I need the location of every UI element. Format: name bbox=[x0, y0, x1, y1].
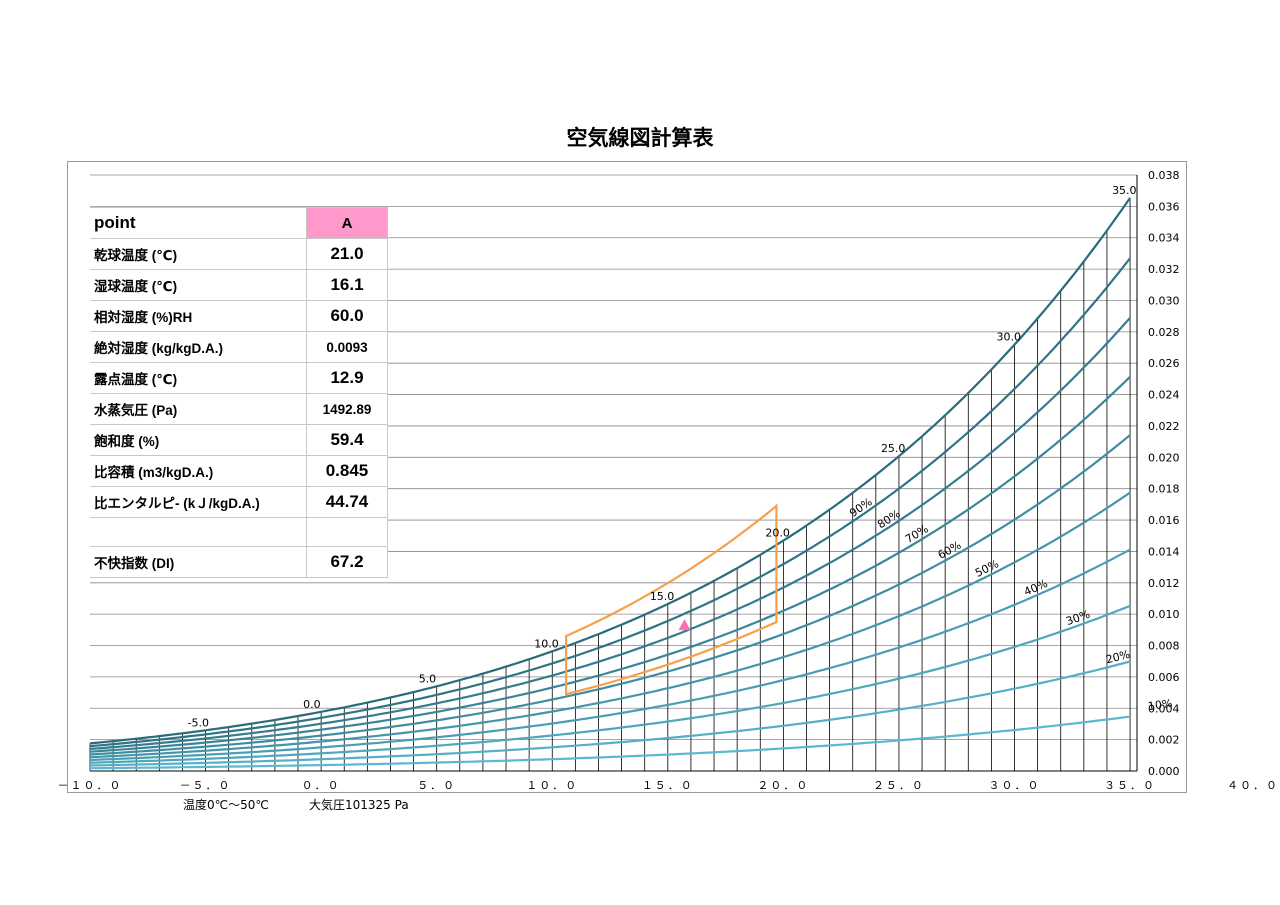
comfort-zone bbox=[564, 503, 778, 696]
table-row: 水蒸気圧 (Pa) 1492.89 bbox=[90, 393, 388, 425]
property-label: 比容積 (m3/kgD.A.) bbox=[90, 455, 307, 487]
property-value: 12.9 bbox=[306, 362, 388, 394]
rh-curve-80 bbox=[89, 317, 1131, 750]
y-tick-label: 0.006 bbox=[1148, 671, 1180, 684]
saturation-temp-label: 25.0 bbox=[881, 442, 906, 455]
x-tick-label: １０．０ bbox=[526, 779, 578, 792]
point-name-cell: A bbox=[306, 207, 388, 239]
x-tick-label: １５．０ bbox=[642, 779, 694, 792]
property-value: 0.845 bbox=[306, 455, 388, 487]
blank-cell bbox=[306, 517, 388, 547]
x-tick-label: ４０．０ bbox=[1227, 779, 1279, 792]
property-value: 0.0093 bbox=[306, 331, 388, 363]
rh-curve-60 bbox=[89, 434, 1131, 756]
rh-curve-30 bbox=[89, 604, 1131, 764]
y-tick-label: 0.032 bbox=[1148, 263, 1180, 276]
saturation-temp-label: 0.0 bbox=[303, 698, 321, 711]
property-label: 水蒸気圧 (Pa) bbox=[90, 393, 307, 425]
y-tick-label: 0.020 bbox=[1148, 451, 1180, 464]
axis-ticks: 0.0000.0020.0040.0060.0080.0100.0120.014… bbox=[58, 169, 1279, 792]
property-label: 乾球温度 (℃) bbox=[90, 238, 307, 270]
rh-curve-90 bbox=[89, 257, 1131, 748]
property-value: 67.2 bbox=[306, 546, 388, 578]
rh-curve-40 bbox=[89, 548, 1131, 762]
rh-curve-100 bbox=[89, 197, 1132, 745]
saturation-temp-label: 20.0 bbox=[765, 527, 790, 540]
y-tick-label: 0.028 bbox=[1148, 326, 1180, 339]
property-label: 飽和度 (%) bbox=[90, 424, 307, 456]
x-tick-label: ３０．０ bbox=[989, 779, 1041, 792]
y-tick-label: 0.038 bbox=[1148, 169, 1180, 182]
x-tick-label: ２５．０ bbox=[873, 779, 925, 792]
y-tick-label: 0.026 bbox=[1148, 357, 1180, 370]
pressure-note: 大気圧101325 Pa bbox=[309, 798, 409, 812]
rh-curve-10 bbox=[90, 715, 1131, 770]
x-tick-label: ０．０ bbox=[302, 779, 341, 792]
property-value: 44.74 bbox=[306, 486, 388, 518]
y-tick-label: 0.022 bbox=[1148, 420, 1180, 433]
property-label: 不快指数 (DI) bbox=[90, 546, 307, 578]
table-row: 露点温度 (℃) 12.9 bbox=[90, 362, 388, 394]
point-a-marker bbox=[678, 619, 691, 631]
rh-label: 10% bbox=[1147, 697, 1173, 713]
y-tick-label: 0.004 bbox=[1148, 702, 1180, 715]
saturation-temp-label: 15.0 bbox=[650, 590, 675, 603]
table-row: 不快指数 (DI) 67.2 bbox=[90, 546, 388, 578]
property-value: 21.0 bbox=[306, 238, 388, 270]
property-label: 比エンタルピ- (kＪ/kgD.A.) bbox=[90, 486, 307, 518]
y-tick-label: 0.024 bbox=[1148, 389, 1180, 402]
rh-curve-70 bbox=[89, 376, 1131, 753]
y-tick-label: 0.016 bbox=[1148, 514, 1180, 527]
table-header-row: point A bbox=[90, 207, 388, 239]
x-tick-label: ３５．０ bbox=[1104, 779, 1156, 792]
table-row: 飽和度 (%) 59.4 bbox=[90, 424, 388, 456]
y-tick-label: 0.008 bbox=[1148, 640, 1180, 653]
property-label: 絶対湿度 (kg/kgD.A.) bbox=[90, 331, 307, 363]
y-tick-label: 0.014 bbox=[1148, 545, 1180, 558]
y-tick-label: 0.012 bbox=[1148, 577, 1180, 590]
rh-label: 20% bbox=[1104, 648, 1131, 667]
table-row: 相対湿度 (%)RH 60.0 bbox=[90, 300, 388, 332]
property-label: 湿球温度 (℃) bbox=[90, 269, 307, 301]
blank-cell bbox=[90, 517, 307, 547]
table-row: 湿球温度 (℃) 16.1 bbox=[90, 269, 388, 301]
y-tick-label: 0.018 bbox=[1148, 483, 1180, 496]
table-row: 比容積 (m3/kgD.A.) 0.845 bbox=[90, 455, 388, 487]
y-tick-label: 0.010 bbox=[1148, 608, 1180, 621]
rh-curves bbox=[89, 197, 1132, 770]
table-row: 絶対湿度 (kg/kgD.A.) 0.0093 bbox=[90, 331, 388, 363]
table-blank-row bbox=[90, 517, 388, 547]
y-tick-label: 0.002 bbox=[1148, 734, 1180, 747]
property-value: 16.1 bbox=[306, 269, 388, 301]
table-header-label: point bbox=[90, 207, 307, 239]
comfort-zone-outline bbox=[564, 503, 778, 696]
page-title: 空気線図計算表 bbox=[566, 126, 714, 150]
table-row: 乾球温度 (℃) 21.0 bbox=[90, 238, 388, 270]
saturation-temp-label: 5.0 bbox=[419, 672, 437, 685]
property-label: 相対湿度 (%)RH bbox=[90, 300, 307, 332]
chart-frame bbox=[67, 161, 1187, 793]
y-tick-label: 0.034 bbox=[1148, 232, 1180, 245]
property-value: 59.4 bbox=[306, 424, 388, 456]
x-tick-label: －５．０ bbox=[180, 779, 232, 792]
property-value: 60.0 bbox=[306, 300, 388, 332]
x-tick-label: －１０．０ bbox=[58, 779, 123, 792]
property-label: 露点温度 (℃) bbox=[90, 362, 307, 394]
saturation-temp-label: 35.0 bbox=[1112, 184, 1137, 197]
table-row: 比エンタルピ- (kＪ/kgD.A.) 44.74 bbox=[90, 486, 388, 518]
temperature-range-note: 温度0℃～50℃ bbox=[183, 798, 269, 812]
saturation-temp-label: -5.0 bbox=[188, 716, 209, 729]
y-tick-label: 0.036 bbox=[1148, 200, 1180, 213]
y-tick-label: 0.000 bbox=[1148, 765, 1180, 778]
y-tick-label: 0.030 bbox=[1148, 294, 1180, 307]
properties-table: point A 乾球温度 (℃) 21.0 湿球温度 (℃) 16.1 相対湿度 (%)RH… bbox=[90, 207, 388, 578]
rh-curve-50 bbox=[89, 491, 1131, 759]
property-value: 1492.89 bbox=[306, 393, 388, 425]
x-tick-label: ２０．０ bbox=[757, 779, 809, 792]
rh-curve-20 bbox=[89, 660, 1131, 767]
saturation-temp-label: 30.0 bbox=[997, 331, 1022, 344]
saturation-temp-label: 10.0 bbox=[534, 637, 559, 650]
x-tick-label: ５．０ bbox=[417, 779, 456, 792]
